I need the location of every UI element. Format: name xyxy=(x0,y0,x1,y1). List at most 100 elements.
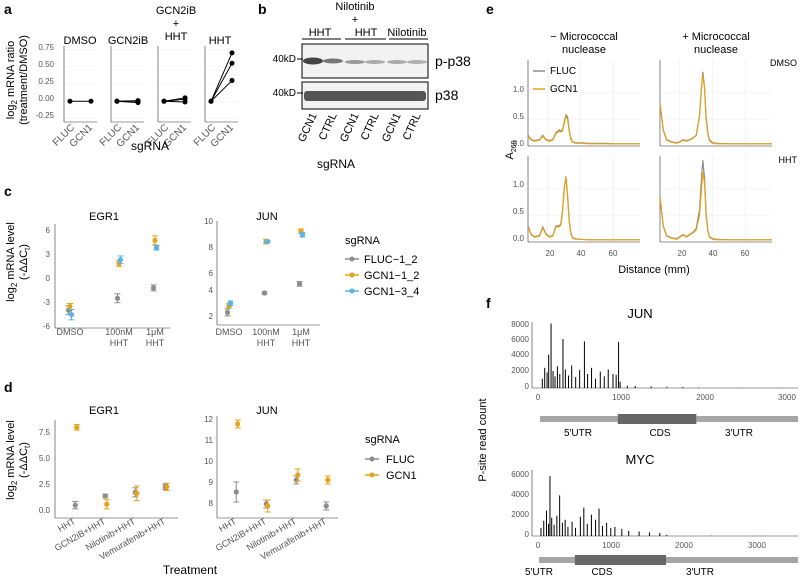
panel-c-jun-plot xyxy=(216,221,320,326)
panel-b-group: Nilotinib xyxy=(387,27,426,39)
data-point xyxy=(224,309,231,316)
panel-c-ylabel-ddct: (-ΔΔC xyxy=(18,250,30,280)
profile-trace-gcn1 xyxy=(659,172,772,241)
panel-b-lane: GCN1 xyxy=(296,111,320,144)
replicate-line xyxy=(210,80,233,102)
replicate-point xyxy=(67,98,73,104)
panel-f-ytick: 2000 xyxy=(511,510,529,519)
panel-c-xtick: HHT xyxy=(257,338,276,348)
panel-c-title-egr1: EGR1 xyxy=(89,211,119,223)
profile-trace-fluc xyxy=(659,160,772,241)
blot-band xyxy=(323,58,343,64)
data-point xyxy=(150,285,157,291)
panel-f-region: 3′UTR xyxy=(686,567,714,578)
panel-c-xtick: DMSO xyxy=(216,327,243,337)
panel-d-yticks-right: 12 11 10 9 8 xyxy=(204,415,213,508)
panel-e-ytick: 0.5 xyxy=(513,207,525,216)
panel-a-xlabel: sgRNA xyxy=(131,139,169,153)
panel-e-col-title: nuclease xyxy=(562,44,606,56)
panel-c-legend-item: GCN1−3_4 xyxy=(364,286,419,298)
panel-e-xlabel: Distance (mm) xyxy=(618,264,690,276)
profile-trace-gcn1 xyxy=(527,114,640,145)
profile-trace-fluc xyxy=(659,71,772,145)
panel-f-region: 3′UTR xyxy=(725,428,753,439)
data-point xyxy=(299,232,306,238)
panel-e-letter: e xyxy=(486,1,494,17)
panel-d-jun-plot xyxy=(216,416,338,519)
panel-f-region: CDS xyxy=(591,567,612,578)
transcript-region xyxy=(617,414,697,424)
panel-c-ylabel: log2 mRNA level xyxy=(5,222,19,302)
panel-b-header-plus: + xyxy=(352,14,358,26)
panel-a-ylabel-main: mRNA ratio xyxy=(5,41,17,100)
legend-key-fluc-point xyxy=(369,456,375,462)
panel-e-ytick: 1.0 xyxy=(513,85,525,94)
transcript-region xyxy=(539,416,618,422)
panel-f-title-myc: MYC xyxy=(626,452,655,467)
panel-f-ylabel: P-site read count xyxy=(477,398,489,481)
panel-d-letter: d xyxy=(4,379,13,395)
panel-d-yticks-left: 7.5 5.0 2.5 0.0 xyxy=(39,428,51,515)
panel-e-ytick: 0.0 xyxy=(513,234,525,243)
panel-e-ytick: 0.0 xyxy=(513,139,525,148)
panel-a-condition: DMSO xyxy=(64,35,97,47)
panel-f-jun-yticks: 8000 6000 4000 2000 0 xyxy=(511,320,529,391)
panel-b-size-bottom: 40kD xyxy=(273,88,296,99)
panel-f-ytick: 0 xyxy=(525,382,530,391)
panel-e-ytick: 1.0 xyxy=(513,180,525,189)
replicate-point xyxy=(114,98,120,104)
panel-f-region: CDS xyxy=(649,428,670,439)
replicate-point xyxy=(135,98,141,104)
panel-f-ytick: 8000 xyxy=(511,320,529,329)
panel-c-xtick: 100nM xyxy=(252,327,280,337)
western-bands-top xyxy=(303,57,427,65)
panel-a-ytick: 0.00 xyxy=(38,94,54,103)
replicate-line xyxy=(210,52,233,102)
panel-a-ytick: -0.25 xyxy=(36,111,55,120)
panel-c-ylabel-sub: 2 xyxy=(10,282,19,287)
panel-d-ylabel-ddct: (-ΔΔC xyxy=(18,448,30,478)
panel-c-xtick: DMSO xyxy=(57,327,84,337)
panel-a-ylabel-line2: (treatment/DMSO) xyxy=(18,35,30,125)
panel-c-ytick: 2 xyxy=(209,312,214,321)
data-point xyxy=(296,281,303,287)
legend-key-gcn13-point xyxy=(349,288,355,294)
panel-c-xtick: HHT xyxy=(110,338,129,348)
transcript-region xyxy=(538,557,575,563)
transcript-region xyxy=(574,555,667,565)
panel-d-ylabel-main: mRNA level xyxy=(5,420,17,481)
panel-f-myc-yticks: 6000 4000 2000 0 xyxy=(511,470,529,539)
panel-e: e − Micrococcal nuclease + Micrococcal n… xyxy=(486,1,797,276)
profile-trace-gcn1 xyxy=(659,74,772,145)
panel-e-legend-item: FLUC xyxy=(550,66,576,77)
panel-a-condition: + xyxy=(173,18,179,30)
panel-c-ylabel-ct-sub: t xyxy=(23,247,32,250)
blot-band xyxy=(365,60,385,64)
legend-key-gcn1-point xyxy=(349,272,355,278)
panel-d-title-egr1: EGR1 xyxy=(89,405,119,417)
transcript-region xyxy=(666,557,798,563)
panel-b-band-top: p-p38 xyxy=(435,53,471,69)
panel-d-ylabel-close: ) xyxy=(18,442,30,446)
panel-c-letter: c xyxy=(4,183,12,199)
replicate-point xyxy=(229,50,235,56)
replicate-point xyxy=(161,98,167,104)
panel-c-ytick: 6 xyxy=(46,226,51,235)
panel-a-condition: HHT xyxy=(165,31,188,43)
data-point xyxy=(227,300,234,306)
data-point xyxy=(117,257,124,263)
panel-f: f P-site read count JUN MYC 8000 6000 40… xyxy=(477,295,798,578)
data-point xyxy=(104,501,110,507)
panel-e-row-label: DMSO xyxy=(770,58,797,68)
panel-b-lane: GCN1 xyxy=(338,111,362,144)
panel-f-title-jun: JUN xyxy=(627,306,652,321)
panel-b-lane: CTRL xyxy=(359,111,382,142)
panel-c-title-jun: JUN xyxy=(256,211,277,223)
panel-e-col-title: nuclease xyxy=(694,44,738,56)
panel-f-myc-regions: 5′UTR CDS 3′UTR xyxy=(525,567,714,578)
replicate-point xyxy=(182,99,188,105)
panel-a-ytick: 0.50 xyxy=(38,60,54,69)
data-point xyxy=(264,238,271,245)
panel-b: b Nilotinib + HHT HHT Nilotinib 40kD 40k… xyxy=(258,1,471,171)
panel-d-ylabel: log2 mRNA level xyxy=(5,420,19,500)
